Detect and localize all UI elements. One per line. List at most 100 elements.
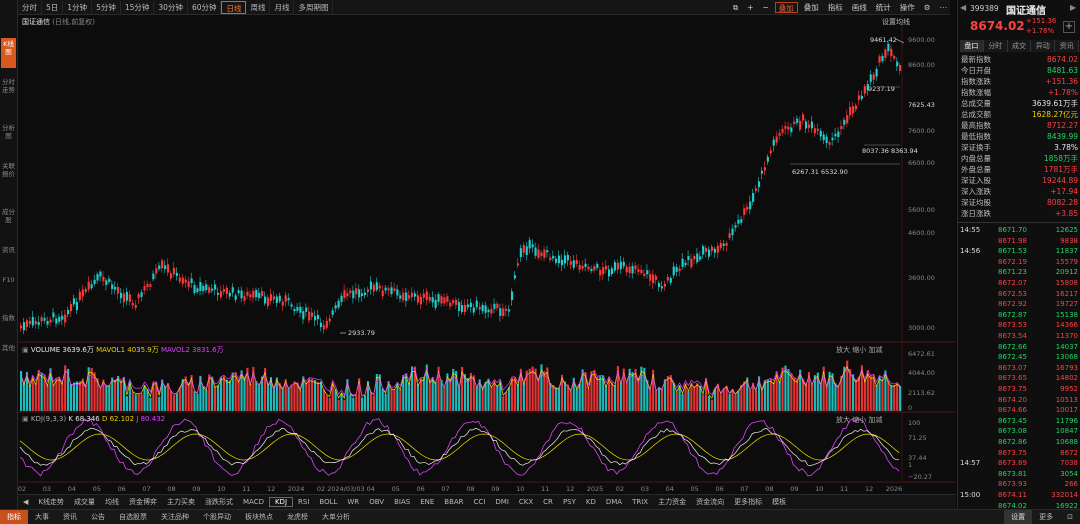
toolbar-item[interactable]: 画线 xyxy=(851,2,867,12)
indicator-tab[interactable]: TRIX xyxy=(632,498,649,506)
indicator-tab[interactable]: DMI xyxy=(495,498,509,506)
quote-tab[interactable]: 分时 xyxy=(983,40,1008,52)
status-tab[interactable]: 龙虎榜 xyxy=(287,512,308,521)
indicator-tab[interactable]: BIAS xyxy=(394,498,411,506)
period-tab[interactable]: 多周期图 xyxy=(294,0,334,14)
period-tab[interactable]: 5日 xyxy=(42,0,64,14)
zoom-in-button[interactable]: 放大 xyxy=(836,416,850,424)
indicator-tab[interactable]: OBV xyxy=(369,498,385,506)
add-watchlist-icon[interactable]: + xyxy=(1063,21,1075,33)
toolbar-item[interactable]: 叠加 xyxy=(774,1,798,13)
indicator-tab[interactable]: BOLL xyxy=(319,498,338,506)
indicator-tab[interactable]: 成交量 xyxy=(73,498,95,506)
candle-body xyxy=(167,264,170,273)
indicator-tab[interactable]: CCI xyxy=(473,498,486,506)
status-tab[interactable]: 个股异动 xyxy=(203,512,231,521)
period-tab[interactable]: 1分钟 xyxy=(63,0,93,14)
indicator-tab[interactable]: CR xyxy=(543,498,553,506)
status-tab[interactable]: 公告 xyxy=(91,512,105,521)
status-tab[interactable]: 关注品种 xyxy=(161,512,189,521)
indicator-tab[interactable]: CKX xyxy=(518,498,534,506)
toolbar-item[interactable]: 操作 xyxy=(899,2,915,12)
indicator-tab[interactable]: WR xyxy=(347,498,360,506)
status-tab[interactable]: 板块热点 xyxy=(245,512,273,521)
left-tab[interactable]: 关联报价 xyxy=(2,162,15,178)
quote-tab[interactable]: 盘口 xyxy=(960,40,984,52)
period-tab[interactable]: 分时 xyxy=(18,0,42,14)
volume-header: ▣ VOLUME 3639.6万 MAVOL1 4035.9万 MAVOL2 3… xyxy=(22,346,224,354)
indicator-tab[interactable]: 模板 xyxy=(772,498,787,506)
nav-right-icon[interactable]: ▶ xyxy=(1070,3,1077,12)
indicator-tab[interactable]: MACD xyxy=(242,498,264,506)
indicator-tab[interactable]: DMA xyxy=(605,498,623,506)
resize-icon[interactable]: ⊡ xyxy=(1067,512,1073,521)
toolbar-item[interactable]: 统计 xyxy=(875,2,891,12)
copy-icon[interactable]: ⧉ xyxy=(732,2,739,12)
indicator-tab[interactable]: RSI xyxy=(298,498,310,506)
period-tab[interactable]: 周线 xyxy=(246,0,271,14)
mavol2-line xyxy=(20,367,901,397)
ma-setting-button[interactable]: 设置均线 xyxy=(882,18,910,26)
minus-icon[interactable]: − xyxy=(762,2,769,12)
indicator-tab[interactable]: 更多指标 xyxy=(734,498,763,506)
left-tab[interactable]: 资讯 xyxy=(2,246,15,254)
settings-icon[interactable]: ⚙ xyxy=(923,2,931,12)
more-icon[interactable]: ⋯ xyxy=(939,2,948,12)
indicator-tab[interactable]: 主力资金 xyxy=(658,498,687,506)
quote-tab[interactable]: 成交 xyxy=(1007,40,1032,52)
indicator-tab[interactable]: KD xyxy=(585,498,596,506)
indicator-tab[interactable]: 资金博弈 xyxy=(128,498,157,506)
zoom-in-button[interactable]: 放大 xyxy=(836,346,850,354)
candle-body xyxy=(449,302,452,307)
indicator-nav-icon[interactable]: ◀ xyxy=(23,498,29,506)
indicator-tab[interactable]: PSY xyxy=(562,498,576,506)
period-tab[interactable]: 30分钟 xyxy=(154,0,188,14)
left-tab[interactable]: K线图 xyxy=(1,38,16,68)
indicator-tab[interactable]: K线走势 xyxy=(38,498,64,506)
quote-tab[interactable]: 资讯 xyxy=(1055,40,1079,52)
toolbar-item[interactable]: 指标 xyxy=(827,2,843,12)
volume-bar xyxy=(234,372,237,411)
nav-left-icon[interactable]: ◀ xyxy=(960,3,967,12)
quote-tab[interactable]: 异动 xyxy=(1031,40,1056,52)
status-tab[interactable]: 大单分析 xyxy=(322,512,350,521)
add-icon[interactable]: + xyxy=(747,2,754,12)
left-tab[interactable]: 分析图 xyxy=(2,124,15,140)
period-tab[interactable]: 15分钟 xyxy=(121,0,155,14)
period-tab[interactable]: 月线 xyxy=(270,0,295,14)
add-remove-button[interactable]: 加减 xyxy=(868,346,883,354)
more-tab[interactable]: 更多 xyxy=(1039,512,1054,521)
period-tab[interactable]: 60分钟 xyxy=(188,0,222,14)
settings-tab[interactable]: 设置 xyxy=(1004,509,1033,524)
add-remove-button[interactable]: 加减 xyxy=(868,416,883,424)
toolbar-item[interactable]: 叠加 xyxy=(803,2,819,12)
period-tab[interactable]: 日线 xyxy=(221,0,247,14)
indicator-tab[interactable]: 主力买卖 xyxy=(166,498,195,506)
indicator-tab[interactable]: 均线 xyxy=(104,498,119,506)
status-tab[interactable]: 自选股票 xyxy=(119,512,147,521)
status-tab[interactable]: 大事 xyxy=(35,512,49,521)
indicator-tab[interactable]: BBAR xyxy=(444,498,464,506)
period-tab[interactable]: 5分钟 xyxy=(92,0,121,14)
left-tab[interactable]: F10 xyxy=(2,276,15,284)
volume-bar xyxy=(484,382,487,411)
kline-chart[interactable]: 9600.00 8600.00 7600.00 6600.00 5600.00 4600.… xyxy=(18,15,956,494)
volume-bar xyxy=(631,372,634,411)
volume-bar xyxy=(405,373,408,411)
indicator-tab[interactable]: KDJ xyxy=(268,497,294,507)
zoom-out-button[interactable]: 缩小 xyxy=(852,346,867,354)
volume-bar xyxy=(584,372,587,411)
zoom-out-button[interactable]: 缩小 xyxy=(852,416,867,424)
status-tab[interactable]: 指标 xyxy=(0,509,28,524)
left-tab[interactable]: 分时走势 xyxy=(2,78,15,94)
status-tab[interactable]: 资讯 xyxy=(63,512,77,521)
left-tab[interactable]: 指数 xyxy=(2,314,15,322)
left-tab[interactable]: 其他 xyxy=(2,344,15,352)
chart-area[interactable]: 9600.00 8600.00 7600.00 6600.00 5600.00 4600.… xyxy=(18,15,956,494)
left-tab[interactable]: 成分股 xyxy=(2,208,15,224)
indicator-tab[interactable]: 涨跌形式 xyxy=(204,498,233,506)
indicator-tab[interactable]: ENE xyxy=(420,498,435,506)
candle-body xyxy=(869,74,872,82)
indicator-tab[interactable]: 资金流向 xyxy=(696,498,725,506)
date-axis-label: 2024 xyxy=(288,485,305,493)
